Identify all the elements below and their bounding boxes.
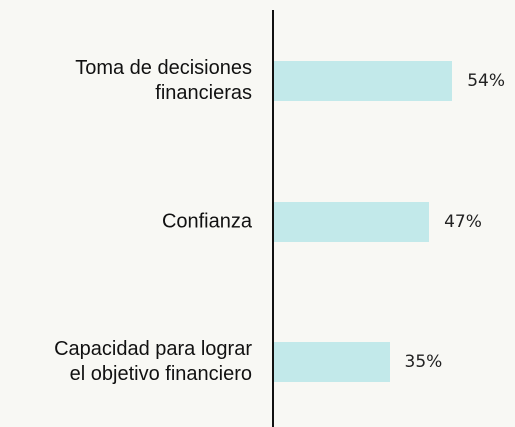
category-label: Capacidad para lograr el objetivo financ… [54,338,252,385]
bar [274,201,430,242]
value-label: 35% [404,352,443,372]
bar [274,342,390,382]
value-label: 47% [444,211,482,232]
category-label: Confianza [161,210,252,232]
bar [274,61,453,101]
category-label: Toma de decisiones financieras [75,57,252,104]
value-label: 54% [467,71,505,91]
axis-line [272,10,274,427]
